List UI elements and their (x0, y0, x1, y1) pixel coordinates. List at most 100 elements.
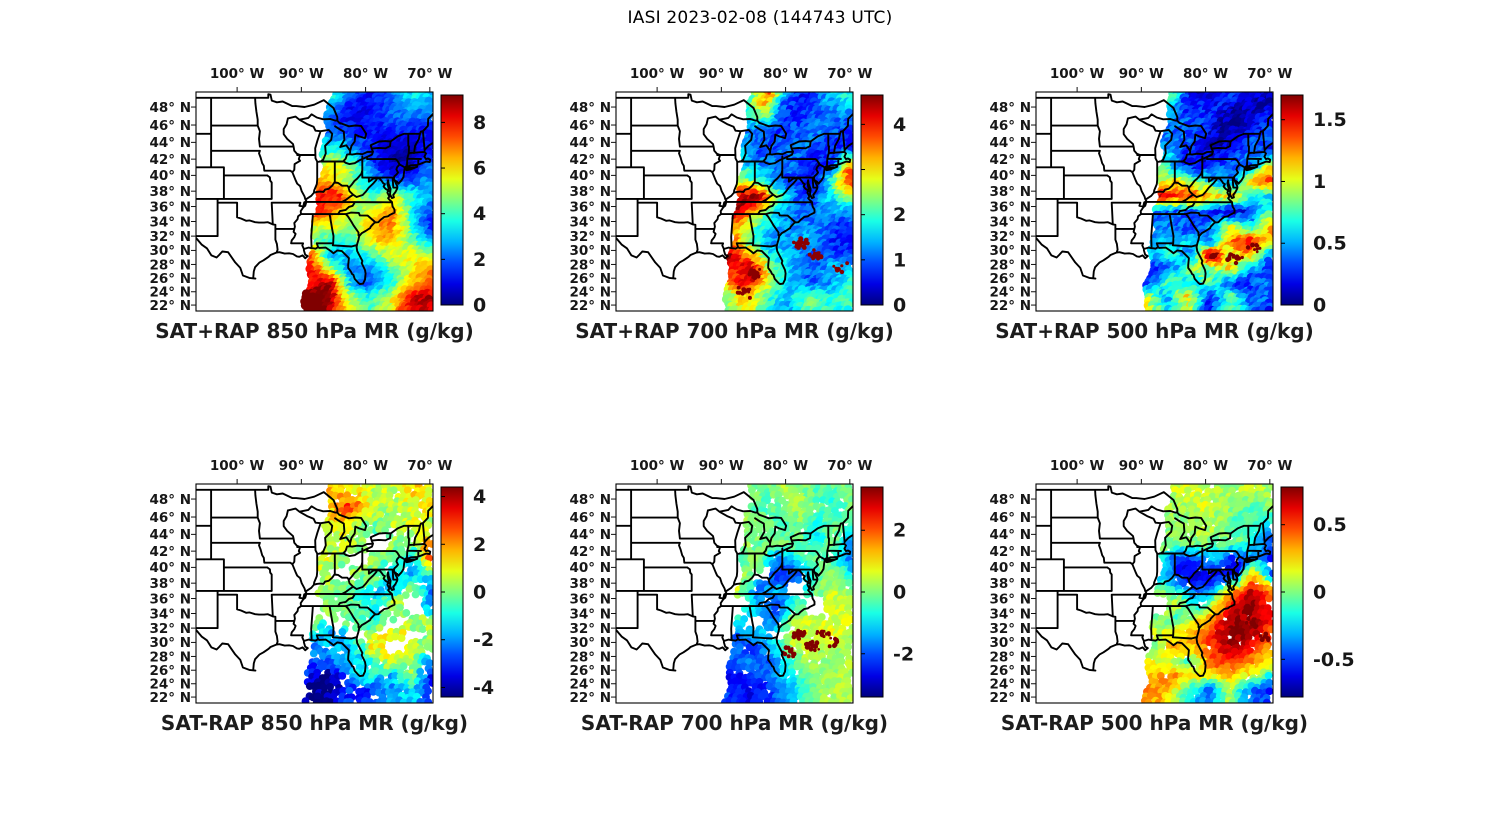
lon-tick-label: 70° W (1247, 458, 1292, 474)
lon-tick-label: 90° W (699, 458, 744, 474)
colorbar-tick-label: 4 (473, 203, 486, 225)
colorbar-tick-label: -4 (473, 677, 494, 699)
lat-tick-label: 44° N (149, 527, 191, 543)
axis-labels: 100° W 90° W 80° W 70° W 48° N 46° N44° N42° … (569, 458, 872, 706)
lat-tick-label: 34° N (149, 214, 191, 230)
lat-tick-label: 46° N (149, 118, 191, 134)
lat-tick-label: 44° N (149, 135, 191, 151)
panel-caption: SAT+RAP 850 hPa MR (g/kg) (155, 319, 474, 343)
lat-tick-label: 28° N (569, 649, 611, 665)
lat-tick-label: 40° N (569, 168, 611, 184)
lon-tick-label: 80° W (1183, 66, 1228, 82)
panel-caption: SAT+RAP 500 hPa MR (g/kg) (995, 319, 1314, 343)
colorbar-tick-label: -0.5 (1313, 649, 1355, 671)
lat-tick-label: 46° N (989, 510, 1031, 526)
map-plot-svg: 100° W 90° W 80° W 70° W 48° N 46° N44° N42° … (569, 458, 914, 706)
lat-tick-label: 26° N (149, 663, 191, 679)
lon-tick-label: 90° W (1119, 458, 1164, 474)
lat-tick-label: 28° N (989, 257, 1031, 273)
colorbar-tick-label: 0 (893, 582, 906, 604)
colorbar-tick-label: 3 (893, 159, 906, 181)
lon-tick-label: 70° W (827, 66, 872, 82)
lat-tick-label: 22° N (569, 690, 611, 706)
map-plot-svg: 100° W 90° W 80° W 70° W 48° N 46° N44° N42° … (149, 66, 486, 317)
panel-sat-minus-rap-850: 100° W 90° W 80° W 70° W 48° N 46° N 44° N 42° … (140, 442, 520, 752)
lat-tick-label: 30° N (989, 635, 1031, 651)
panel-caption: SAT-RAP 850 hPa MR (g/kg) (160, 711, 469, 735)
state-borders-map (616, 485, 853, 677)
lat-tick-label: 46° N (149, 510, 191, 526)
lat-tick-label: 32° N (989, 229, 1031, 245)
lat-tick-label: 26° N (149, 271, 191, 287)
lat-tick-label: 30° N (569, 635, 611, 651)
lat-tick-label: 26° N (569, 663, 611, 679)
lat-tick-label: 46° N (569, 510, 611, 526)
swath-dots (721, 484, 853, 703)
lat-tick-label: 30° N (569, 243, 611, 259)
lat-tick-label: 32° N (569, 229, 611, 245)
lat-tick-label: 22° N (149, 690, 191, 706)
lat-tick-label: 44° N (569, 135, 611, 151)
map-plot-svg: 100° W 90° W 80° W 70° W 48° N 46° N44° N42° … (989, 66, 1346, 317)
lat-tick-label: 36° N (149, 591, 191, 607)
lat-tick-label: 22° N (569, 298, 611, 314)
colorbar-tick-label: -2 (893, 643, 914, 665)
lat-tick-label: 44° N (989, 527, 1031, 543)
swath-dots (301, 484, 433, 703)
colorbar-tick-label: 2 (893, 204, 906, 226)
lat-tick-label: 48° N (989, 492, 1031, 508)
axis-labels: 100° W 90° W 80° W 70° W 48° N 46° N44° N42° … (149, 66, 452, 314)
lat-tick-label: 36° N (149, 199, 191, 215)
lat-tick-label: 24° N (989, 285, 1031, 301)
axis-labels: 100° W 90° W 80° W 70° W 48° N 46° N44° N42° … (989, 458, 1292, 706)
lat-tick-label: 32° N (569, 621, 611, 637)
lat-tick-label: 32° N (149, 229, 191, 245)
speckle-dots (781, 628, 840, 659)
lat-tick-label: 28° N (149, 649, 191, 665)
lon-tick-label: 80° W (343, 458, 388, 474)
lat-tick-label: 36° N (569, 199, 611, 215)
lat-tick-label: 48° N (569, 492, 611, 508)
colorbar-tick-label: 2 (473, 534, 486, 556)
lat-tick-label: 42° N (149, 152, 191, 168)
lon-tick-label: 90° W (279, 458, 324, 474)
colorbar: -0.5 0 0.5 (1280, 486, 1355, 698)
colorbar-tick-label: 0 (473, 295, 486, 317)
lat-tick-label: 38° N (569, 184, 611, 200)
lat-tick-label: 22° N (149, 298, 191, 314)
map-plot-svg: 100° W 90° W 80° W 70° W 48° N 46° N44° N42° … (989, 458, 1355, 706)
colorbar-tick-label: 2 (473, 249, 486, 271)
speckle-dots (1244, 617, 1271, 643)
lat-tick-label: 30° N (149, 635, 191, 651)
lat-tick-label: 24° N (569, 285, 611, 301)
lon-tick-label: 100° W (630, 458, 685, 474)
colorbar-tick-label: 1 (893, 249, 906, 271)
state-borders-map (196, 93, 433, 285)
panel-sat-minus-rap-700: 100° W 90° W 80° W 70° W 48° N 46° N 44° N 42° … (560, 442, 940, 752)
colorbar-tick-label: 4 (893, 114, 906, 136)
state-borders-map (1036, 93, 1273, 285)
panel-caption: SAT+RAP 700 hPa MR (g/kg) (575, 319, 894, 343)
panel-sat-plus-rap-700: 100° W 90° W 80° W 70° W 48° N 46° N 44° N 42° … (560, 50, 940, 360)
lat-tick-label: 24° N (149, 285, 191, 301)
lat-tick-label: 48° N (149, 492, 191, 508)
lat-tick-label: 44° N (989, 135, 1031, 151)
lat-tick-label: 28° N (569, 257, 611, 273)
lat-tick-label: 30° N (149, 243, 191, 259)
lat-tick-label: 30° N (989, 243, 1031, 259)
panel-caption: SAT-RAP 700 hPa MR (g/kg) (580, 711, 889, 735)
panel-caption: SAT-RAP 500 hPa MR (g/kg) (1000, 711, 1309, 735)
lat-tick-label: 36° N (569, 591, 611, 607)
map-frame (615, 483, 854, 704)
colorbar: 0 2 4 6 8 (440, 94, 486, 317)
panel-sat-plus-rap-850: 100° W 90° W 80° W 70° W 48° N 46° N 44° N 42° … (140, 50, 520, 360)
lat-tick-label: 42° N (569, 544, 611, 560)
lat-tick-label: 42° N (569, 152, 611, 168)
lat-tick-label: 24° N (149, 677, 191, 693)
colorbar-tick-label: 6 (473, 158, 486, 180)
lat-tick-label: 48° N (989, 100, 1031, 116)
lat-tick-label: 34° N (989, 606, 1031, 622)
lat-tick-label: 38° N (149, 184, 191, 200)
lon-tick-label: 100° W (210, 66, 265, 82)
